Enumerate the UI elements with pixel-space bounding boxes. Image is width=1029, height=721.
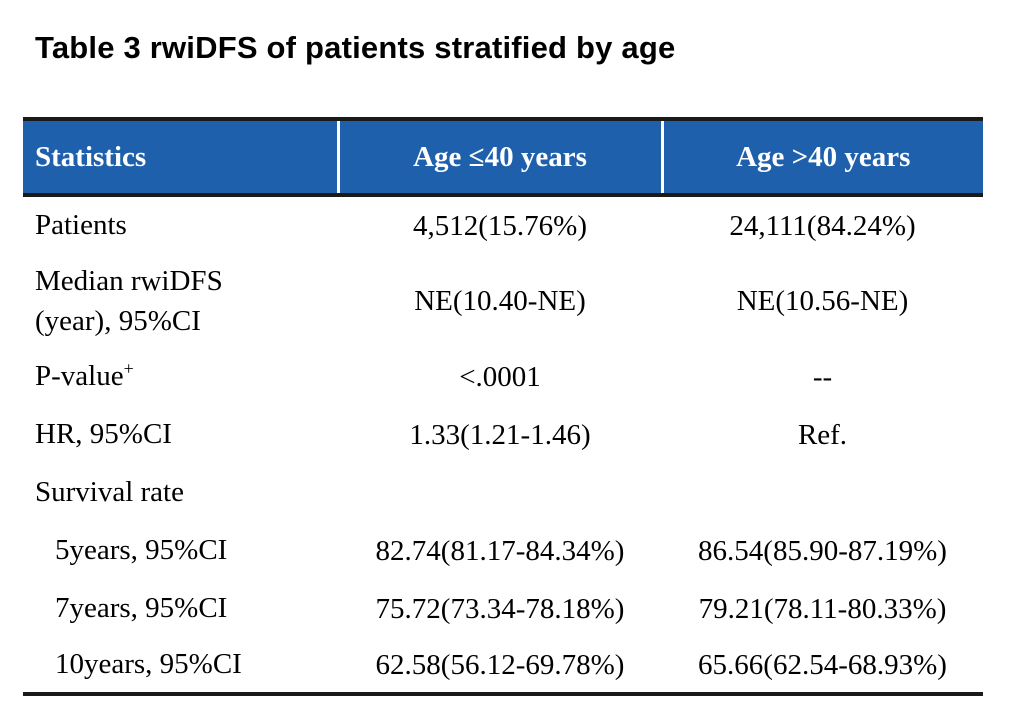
table-row-10years: 10years, 95%CI 62.58(56.12-69.78%) 65.66… — [23, 638, 983, 694]
row-label-survival-rate: Survival rate — [23, 464, 338, 522]
value-hr-age-gt-40: Ref. — [662, 406, 983, 464]
row-label-median-rwidfs: Median rwiDFS (year), 95%CI — [23, 255, 338, 348]
pvalue-footnote-marker: + — [123, 358, 134, 379]
column-header-statistics: Statistics — [23, 119, 338, 197]
value-patients-age-le-40: 4,512(15.76%) — [338, 195, 662, 255]
row-label-5years: 5years, 95%CI — [23, 522, 338, 580]
value-median-age-le-40: NE(10.40-NE) — [338, 255, 662, 348]
column-header-age-le-40: Age ≤40 years — [336, 119, 662, 197]
table-row-7years: 7years, 95%CI 75.72(73.34-78.18%) 79.21(… — [23, 580, 983, 638]
table-row-patients: Patients 4,512(15.76%) 24,111(84.24%) — [23, 195, 983, 255]
row-label-hr: HR, 95%CI — [23, 406, 338, 464]
value-5years-age-le-40: 82.74(81.17-84.34%) — [338, 522, 662, 580]
row-label-10years: 10years, 95%CI — [23, 638, 338, 694]
value-10years-age-le-40: 62.58(56.12-69.78%) — [338, 638, 662, 694]
table-row-median-rwidfs: Median rwiDFS (year), 95%CI NE(10.40-NE)… — [23, 255, 983, 348]
table-row-5years: 5years, 95%CI 82.74(81.17-84.34%) 86.54(… — [23, 522, 983, 580]
column-header-age-gt-40: Age >40 years — [660, 119, 983, 197]
value-pvalue-age-gt-40: -- — [662, 348, 983, 406]
table-caption: Table 3 rwiDFS of patients stratified by… — [35, 30, 676, 65]
value-7years-age-gt-40: 79.21(78.11-80.33%) — [662, 580, 983, 638]
row-label-patients: Patients — [23, 195, 338, 255]
value-10years-age-gt-40: 65.66(62.54-68.93%) — [662, 638, 983, 694]
value-hr-age-le-40: 1.33(1.21-1.46) — [338, 406, 662, 464]
header-row: Statistics Age ≤40 years Age >40 years — [23, 119, 983, 197]
value-pvalue-age-le-40: <.0001 — [338, 348, 662, 406]
value-survival-age-gt-40 — [662, 464, 983, 522]
value-7years-age-le-40: 75.72(73.34-78.18%) — [338, 580, 662, 638]
table-row-survival-rate: Survival rate — [23, 464, 983, 522]
table-row-hr: HR, 95%CI 1.33(1.21-1.46) Ref. — [23, 406, 983, 464]
table-row-pvalue: P-value+ <.0001 -- — [23, 348, 983, 406]
value-survival-age-le-40 — [338, 464, 662, 522]
value-patients-age-gt-40: 24,111(84.24%) — [662, 195, 983, 255]
value-median-age-gt-40: NE(10.56-NE) — [662, 255, 983, 348]
rwidfs-table: Statistics Age ≤40 years Age >40 years P… — [23, 117, 983, 696]
row-label-7years: 7years, 95%CI — [23, 580, 338, 638]
row-label-pvalue: P-value+ — [23, 348, 338, 406]
value-5years-age-gt-40: 86.54(85.90-87.19%) — [662, 522, 983, 580]
